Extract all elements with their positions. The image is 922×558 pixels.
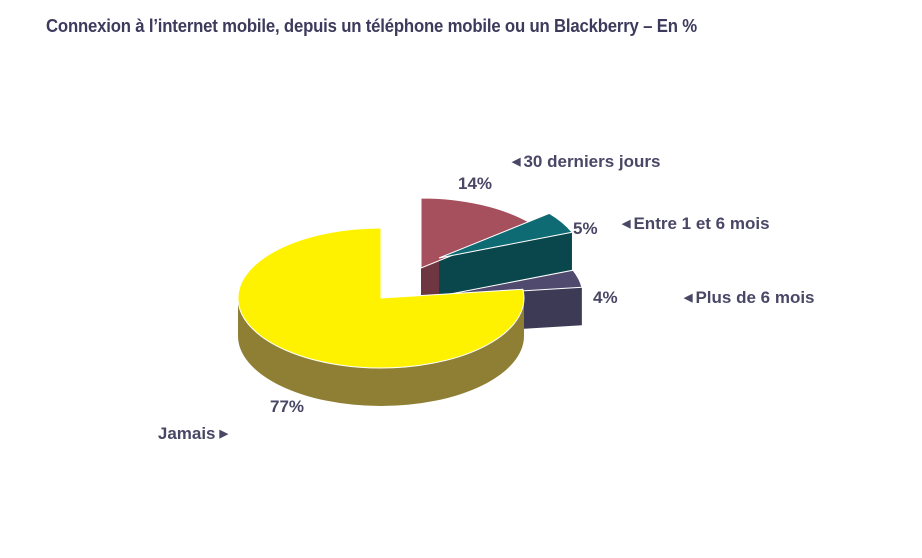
pie-slice-entre-1-et-6-mois	[438, 212, 573, 259]
slice-percent-label: 5%	[573, 219, 598, 238]
slice-wall-1-1	[439, 232, 572, 296]
legend-arrow-left-icon: ◀	[683, 292, 693, 304]
slice-percent-label: 14%	[458, 174, 492, 193]
slice-category-label: ◀ Plus de 6 mois	[683, 288, 815, 307]
legend-label-text: Entre 1 et 6 mois	[633, 214, 769, 233]
slice-category-label: ◀ Entre 1 et 6 mois	[621, 214, 770, 233]
slice-category-label: Jamais ▶	[158, 424, 229, 443]
pie-slice-30-derniers-jours	[420, 197, 533, 269]
pie-tops	[237, 197, 583, 369]
slice-category-label: ◀ 30 derniers jours	[511, 152, 660, 171]
pie-slice-plus-de-6-mois	[439, 269, 583, 297]
legend-arrow-left-icon: ◀	[621, 218, 631, 230]
slice-percent-label: 77%	[270, 397, 304, 416]
legend-label-text: Jamais	[158, 424, 216, 443]
slice-percent-label: 4%	[593, 288, 618, 307]
chart-title: Connexion à l’internet mobile, depuis un…	[46, 16, 697, 36]
legend-arrow-right-icon: ▶	[219, 428, 229, 440]
legend-label-text: 30 derniers jours	[523, 152, 660, 171]
legend-label-text: Plus de 6 mois	[695, 288, 814, 307]
slice-outer-wall-3-0	[238, 298, 524, 406]
pie-slice-jamais	[237, 227, 525, 369]
legend-arrow-left-icon: ◀	[511, 156, 521, 168]
